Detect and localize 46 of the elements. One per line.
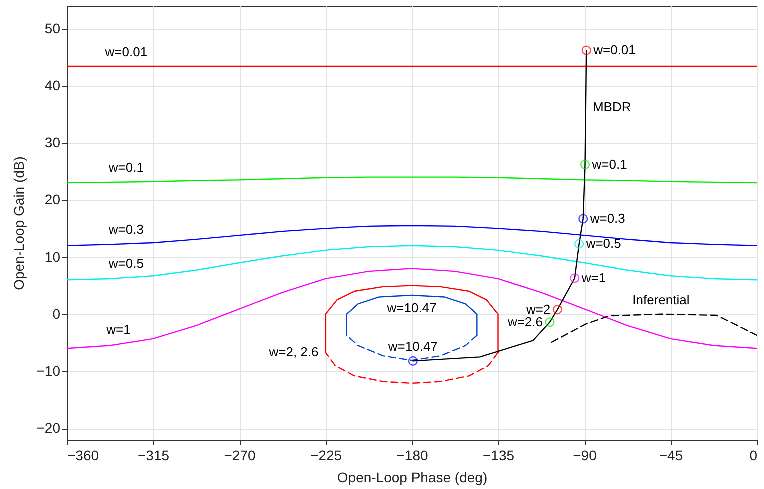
point [570,274,580,284]
y-tick-label: −20 [36,420,61,436]
x-tick-label: 0 [750,448,758,464]
y-tick-label: 30 [44,134,61,151]
annotation: w=0.5 [108,256,144,271]
x-axis-title: Open-Loop Phase (deg) [337,470,488,486]
point [578,214,588,224]
annotation: w=0.1 [591,156,628,172]
x-tick-label: −90 [573,448,598,464]
x-tick-label: −360 [68,448,100,464]
y-axis-title: Open-Loop Gain (dB) [10,156,27,290]
x-tick-label: −315 [138,448,170,464]
y-tick-label: 40 [44,77,61,94]
y-tick-label: 0 [52,306,61,322]
annotation: w=0.3 [108,222,144,238]
annotation: w=10.47 [387,339,438,354]
x-tick-label: −45 [659,448,684,464]
annotation: w=10.47 [386,300,437,316]
annotation: w=2, 2.6 [268,344,319,360]
x-tick-label: −180 [396,448,428,464]
annotation: w=2 [525,302,551,317]
x-tick-label: −135 [482,448,515,464]
annotation: w=0.5 [585,236,622,252]
y-tick-label: −10 [36,362,61,379]
x-tick-label: −270 [224,448,256,464]
point [552,305,562,315]
annotation: w=0.1 [108,160,144,176]
annotation: w=1 [106,322,131,338]
point [580,160,590,170]
y-tick-label: 10 [44,248,61,265]
y-tick-label: 20 [44,192,61,208]
annotation: w=0.01 [104,44,148,60]
annotation: w=0.01 [592,42,636,58]
point [408,356,418,366]
y-tick-label: 50 [44,20,61,36]
annotation: w=0.3 [589,211,626,226]
point [582,46,592,56]
line-series [551,314,757,343]
annotation: MBDR [592,100,632,115]
line-series [67,225,757,246]
point [545,318,555,328]
annotation: w=1 [580,270,606,286]
annotation: Inferential [632,292,690,308]
x-tick-label: −225 [310,448,342,464]
annotation: w=2.6 [506,314,543,330]
point [574,239,584,249]
